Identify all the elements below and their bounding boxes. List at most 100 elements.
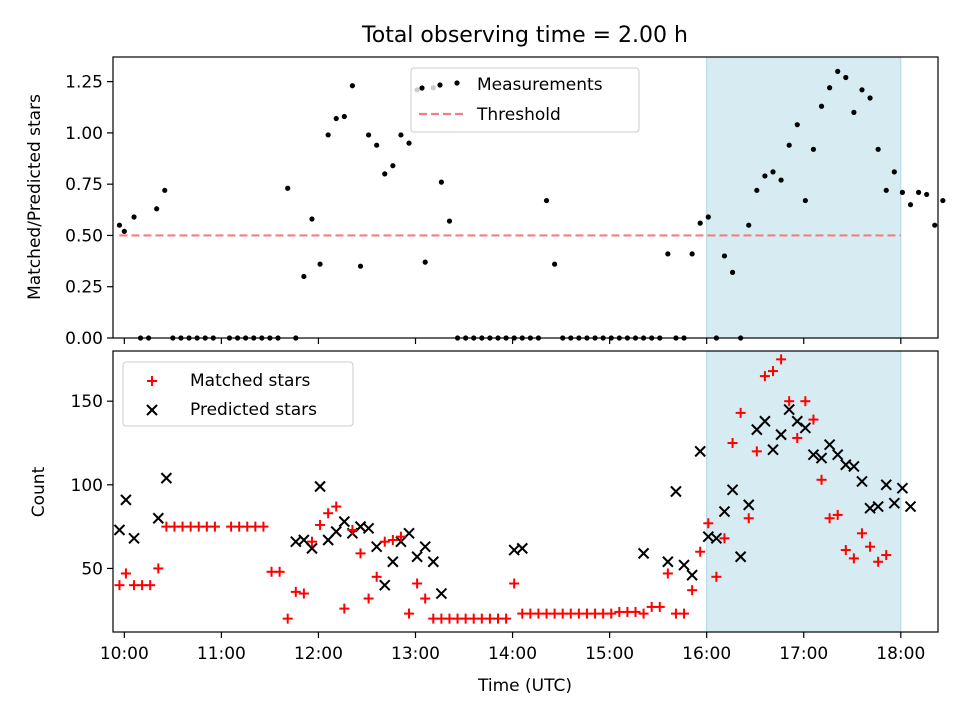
matched-star-point [282,613,293,624]
matched-star-point [315,519,326,530]
measurement-point [859,87,865,93]
measurement-point [422,259,428,265]
measurement-point [818,103,825,109]
predicted-star-point [759,415,771,427]
matched-star-point [719,533,730,544]
measurement-point [867,95,873,101]
bottom-y-axis-label: Count [29,466,49,517]
measurement-point [786,142,792,148]
predicted-star-point [896,482,909,494]
predicted-star-point [338,515,351,528]
measurement-point [349,83,356,89]
predicted-star-point [637,547,650,560]
legend-matched-label: Matched stars [190,371,310,391]
predicted-star-point [152,512,165,524]
measurement-point [309,216,315,222]
measurement-point [398,132,404,138]
matched-star-point [120,568,131,579]
x-tick-label: 15:00 [585,644,634,664]
predicted-star-point [718,505,731,518]
measurement-point [154,206,160,212]
matched-star-point [784,396,795,407]
predicted-star-point [314,480,326,493]
measurement-point [802,197,808,204]
predicted-star-point [710,532,723,545]
x-tick-label: 11:00 [197,644,246,664]
measurement-point [438,179,444,185]
matched-star-point [776,354,787,365]
predicted-star-point [726,484,739,496]
matched-star-point [638,608,649,619]
top-panel: 0.00 0.25 0.50 0.75 1.00 1.25 Matched/Predict… [25,56,946,349]
predicted-star-point [823,438,836,451]
predicted-star-point [362,522,375,535]
predicted-star-point [387,556,399,568]
predicted-star-point [435,587,448,600]
measurement-point [907,202,914,208]
measurement-point [285,185,291,191]
matched-star-point [751,446,762,457]
top-y-tick-label: 0.25 [65,278,103,298]
predicted-star-point [662,556,674,568]
matched-star-point [331,501,342,512]
matched-star-point [800,396,811,407]
matched-star-point [379,536,390,547]
predicted-star-point [807,448,820,461]
measurement-point [446,218,453,224]
matched-star-point [363,593,374,604]
measurement-point [835,68,841,74]
predicted-star-point [848,460,860,473]
predicted-star-point [734,551,747,563]
matched-star-point [420,593,431,604]
matched-star-point [808,414,819,425]
measurement-point [762,173,768,179]
predicted-star-point [128,532,140,545]
matched-star-point [145,580,156,591]
predicted-star-point [783,403,795,416]
measurement-point [810,146,817,152]
predicted-star-point [880,479,892,491]
matched-star-point [654,601,665,612]
measurement-point [843,74,849,81]
measurement-point [891,169,897,175]
predicted-star-point [113,524,126,536]
predicted-star-point [694,445,706,458]
measurement-point [746,222,752,228]
measurement-point [116,222,123,228]
matched-star-point [606,608,617,619]
measurement-point [317,261,323,267]
matched-star-point [856,528,867,539]
predicted-star-point [686,569,698,581]
measurement-point [932,222,938,228]
measurement-point [851,109,857,115]
measurement-point [721,253,728,259]
measurement-point [827,85,833,91]
matched-star-point [371,571,382,582]
measurement-point [940,197,946,204]
x-axis-label: Time (UTC) [477,676,572,696]
figure-title: Total observing time = 2.00 h [361,23,688,48]
measurement-point [697,220,703,226]
predicted-star-point [888,497,901,509]
matched-star-point [865,541,876,552]
top-y-tick-label: 0.75 [65,175,103,195]
bottom-panel-frame [112,350,939,633]
matched-star-point [290,586,301,597]
matched-star-point [306,536,317,547]
top-y-axis-label: Matched/Predicted stars [25,94,45,300]
measurement-point [794,122,800,128]
matched-star-point [816,474,827,485]
predicted-star-point [767,443,779,456]
measurement-point [778,177,784,183]
predicted-star-point [306,542,318,555]
legend-threshold-label: Threshold [476,105,561,125]
predicted-star-point [120,494,132,506]
matched-star-point [768,366,778,377]
matched-star-point [347,524,358,535]
predicted-star-point [904,500,917,513]
measurement-point [552,261,558,267]
matched-star-point [395,531,406,542]
predicted-star-point [427,556,440,568]
x-tick-label: 16:00 [682,644,731,664]
predicted-star-point [516,542,528,555]
